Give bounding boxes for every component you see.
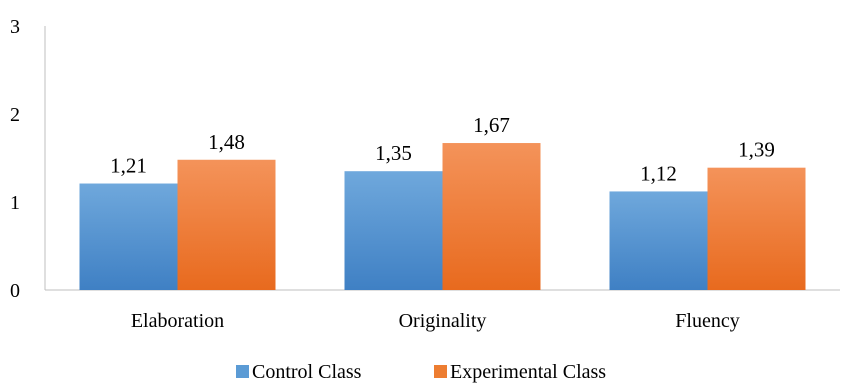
y-tick-label: 2 — [10, 104, 20, 126]
category-label-fluency: Fluency — [675, 310, 739, 332]
bar-experimental-class-elaboration — [177, 159, 276, 290]
category-label-originality: Originality — [399, 310, 487, 332]
bar-control-class-fluency — [609, 191, 708, 290]
data-label: 1,12 — [640, 161, 677, 185]
bar-experimental-class-originality — [442, 143, 541, 290]
category-label-elaboration: Elaboration — [131, 310, 224, 332]
legend-swatch — [434, 365, 447, 378]
bar-control-class-elaboration — [79, 183, 178, 290]
legend: Control Class Experimental Class — [236, 361, 606, 383]
bar-group — [79, 143, 806, 290]
y-tick-label: 0 — [10, 280, 20, 302]
legend-label: Control Class — [252, 361, 362, 383]
y-tick-label: 1 — [10, 192, 20, 214]
legend-swatch — [236, 365, 249, 378]
category-labels: Elaboration Originality Fluency — [131, 310, 740, 332]
data-labels: 1,21 1,48 1,35 1,67 1,12 1,39 — [110, 113, 775, 185]
bar-experimental-class-fluency — [707, 167, 806, 290]
data-label: 1,48 — [208, 130, 245, 154]
y-axis-ticks: 0 1 2 3 — [10, 16, 20, 302]
bar-control-class-originality — [344, 171, 443, 290]
data-label: 1,35 — [375, 141, 412, 165]
data-label: 1,67 — [473, 113, 510, 137]
legend-label: Experimental Class — [450, 361, 606, 383]
data-label: 1,39 — [738, 138, 775, 162]
data-label: 1,21 — [110, 154, 147, 178]
y-tick-label: 3 — [10, 16, 20, 38]
